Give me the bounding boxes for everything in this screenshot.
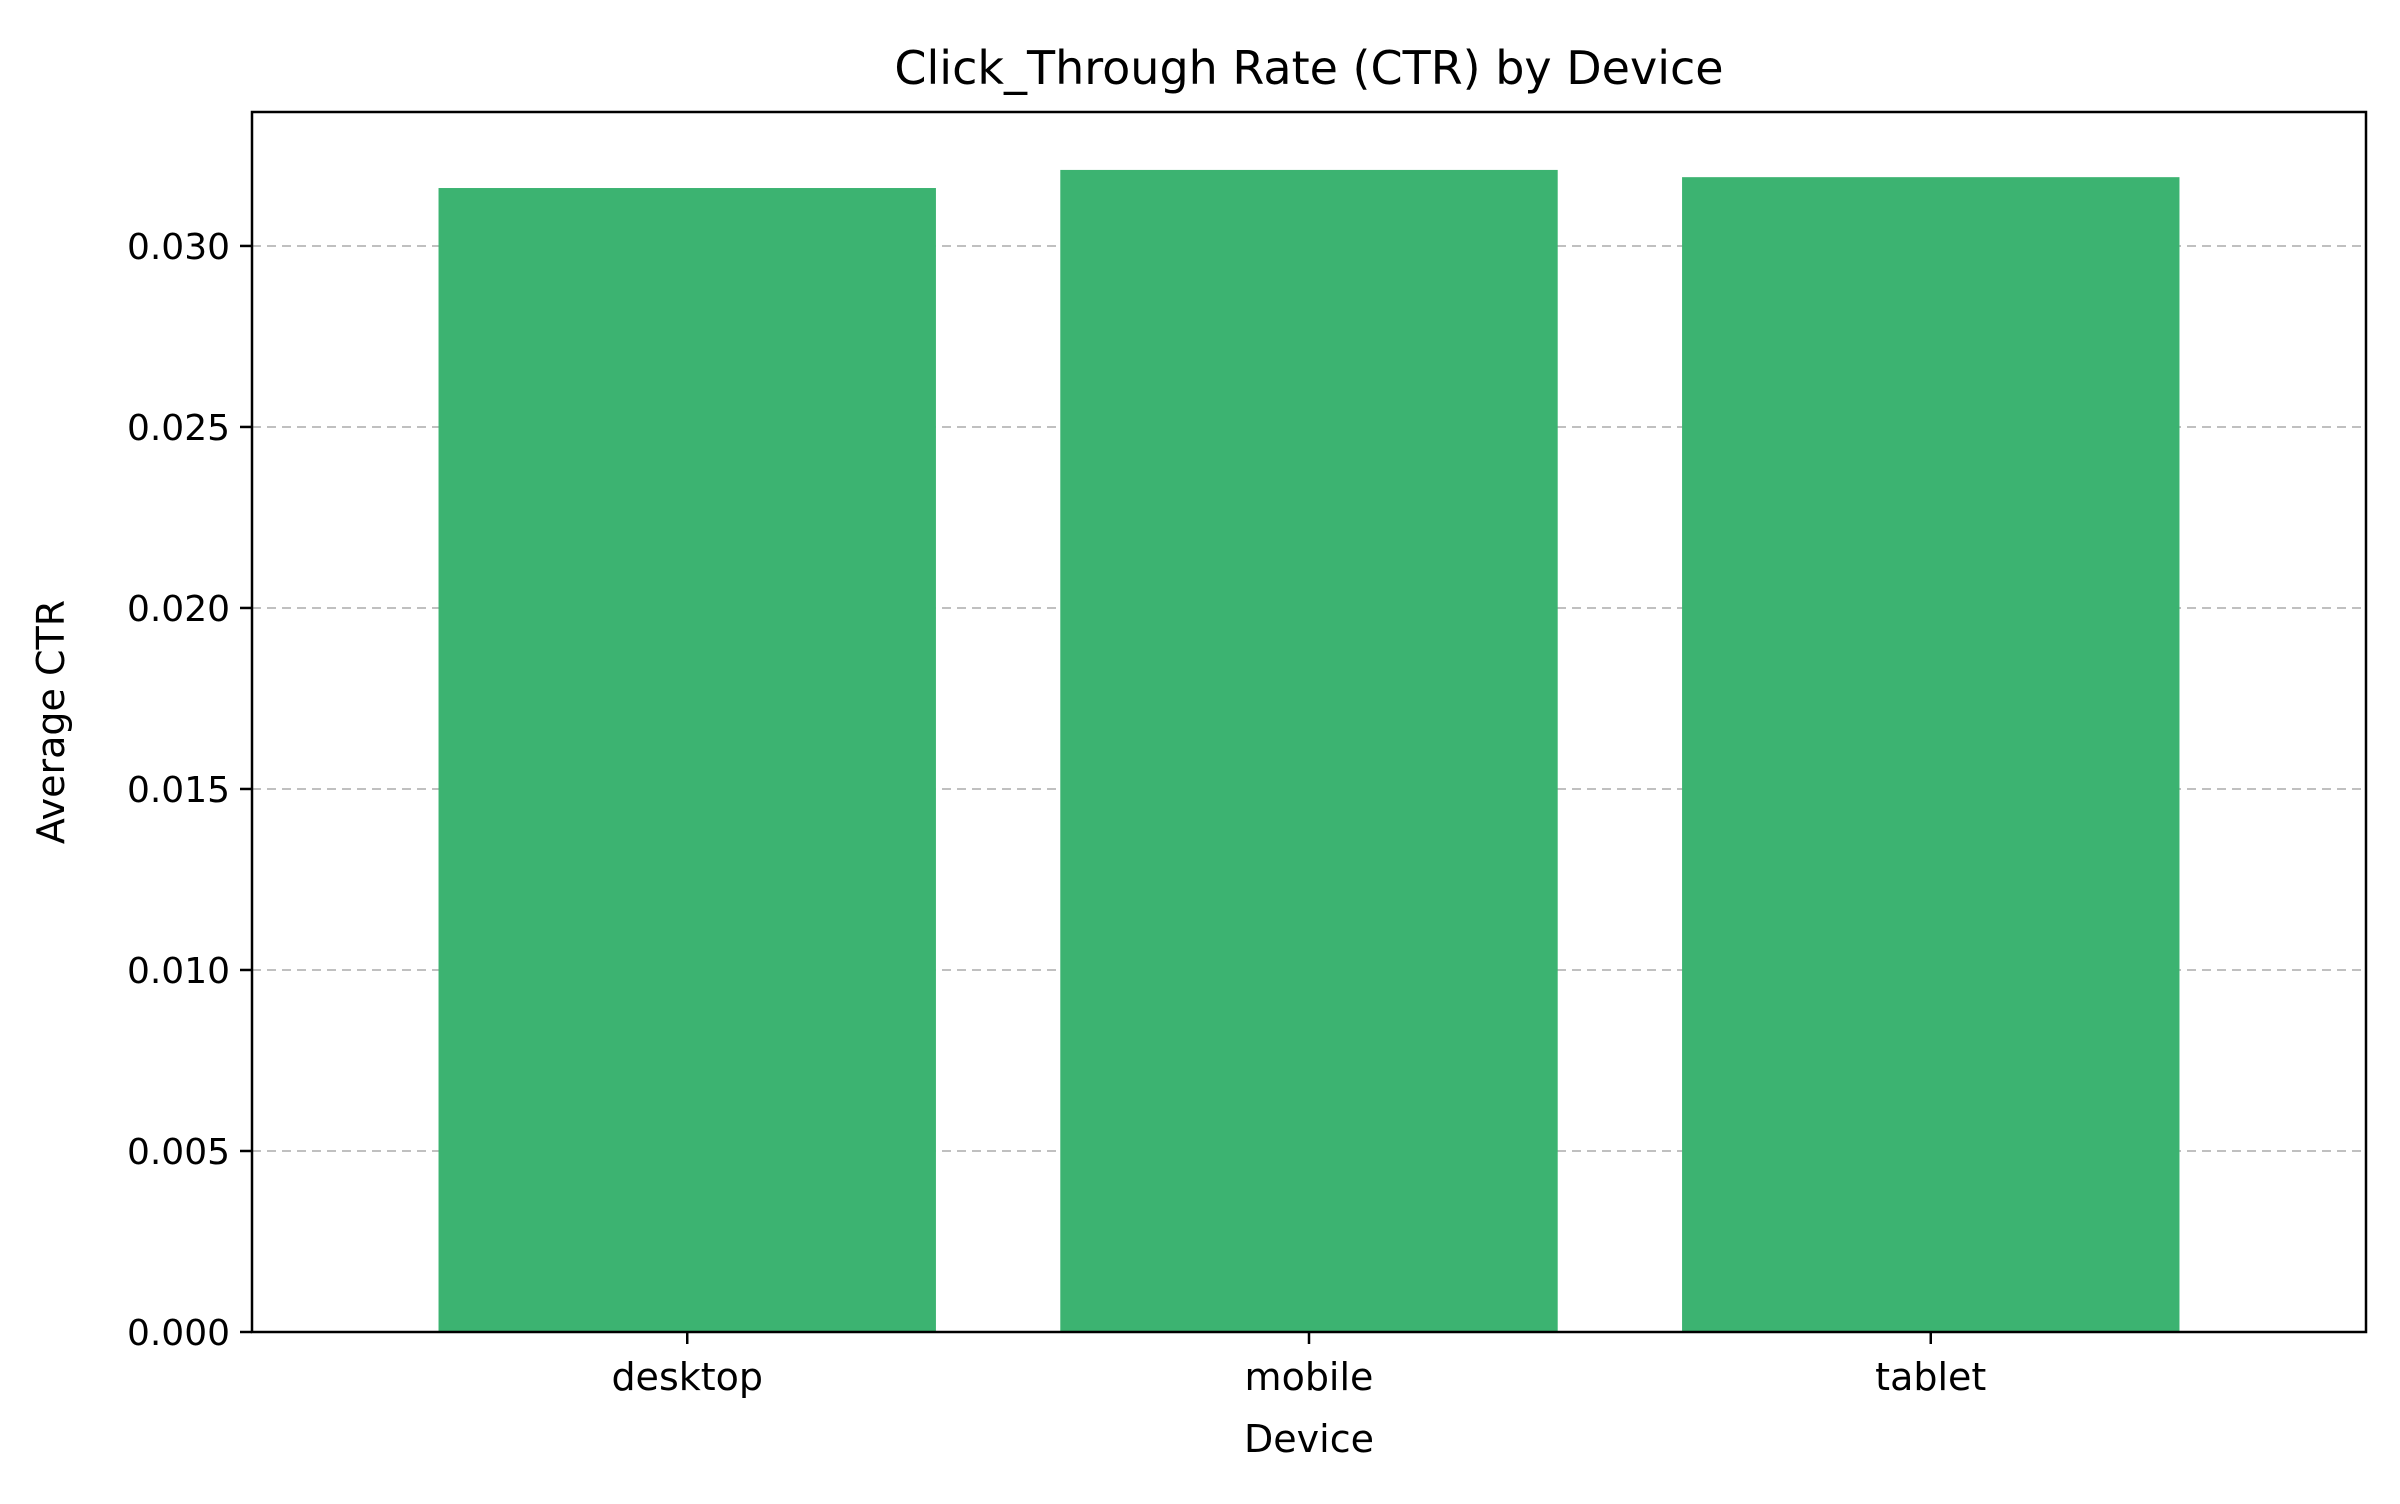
y-axis-label: Average CTR [29, 600, 73, 844]
x-tick-label-mobile: mobile [1245, 1355, 1374, 1399]
chart-title: Click_Through Rate (CTR) by Device [894, 41, 1723, 95]
y-axis-ticks: 0.000 0.005 0.010 0.015 0.020 0.025 0.030 [127, 227, 252, 1354]
y-tick-label: 0.030 [127, 227, 230, 268]
bar-tablet [1682, 177, 2180, 1332]
bars [438, 169, 2180, 1333]
x-tick-label-tablet: tablet [1875, 1355, 1986, 1399]
x-axis-label: Device [1244, 1417, 1374, 1461]
y-tick-label: 0.010 [127, 951, 230, 992]
bar-desktop [438, 188, 936, 1333]
y-tick-label: 0.025 [127, 408, 230, 449]
y-tick-label: 0.005 [127, 1132, 230, 1173]
x-tick-label-desktop: desktop [611, 1355, 763, 1399]
x-axis-ticks: desktop mobile tablet [611, 1332, 1986, 1399]
y-tick-label: 0.000 [127, 1313, 230, 1354]
bar-mobile [1060, 169, 1558, 1332]
y-tick-label: 0.015 [127, 770, 230, 811]
y-tick-label: 0.020 [127, 589, 230, 630]
